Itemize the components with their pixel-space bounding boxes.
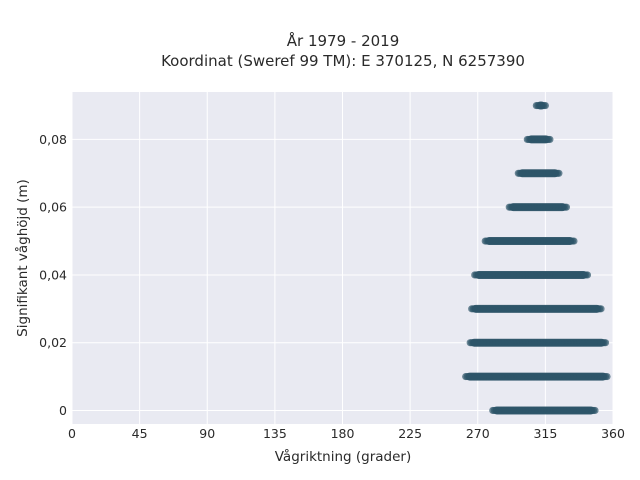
y-tick-label: 0,08 [39,132,67,147]
y-tick-label: 0,04 [39,267,67,282]
y-tick-label: 0 [59,403,67,418]
x-tick-labels: 0 45 90 135 180 225 270 315 360 [68,426,625,441]
x-tick-label: 360 [601,426,625,441]
data-points [462,101,611,415]
y-tick-label: 0,02 [39,335,67,350]
data-point [591,406,599,415]
data-point [597,305,605,313]
x-axis-label: Vågriktning (grader) [275,448,412,465]
y-axis-label: Signifikant våghöjd (m) [14,179,31,337]
x-tick-label: 315 [533,426,557,441]
x-tick-label: 180 [331,426,355,441]
data-point [541,101,549,110]
x-tick-label: 135 [263,426,287,441]
data-point [570,237,578,245]
x-tick-label: 90 [199,426,215,441]
x-tick-label: 270 [466,426,490,441]
chart-title-line2: Koordinat (Sweref 99 TM): E 370125, N 62… [161,52,525,70]
data-point [546,135,554,144]
y-tick-label: 0,06 [39,200,67,215]
data-point [603,372,611,381]
data-point [583,271,592,279]
data-point [562,203,571,211]
x-tick-label: 45 [132,426,148,441]
data-point [601,339,610,347]
data-point [555,169,563,177]
y-tick-labels: 0 0,02 0,04 0,06 0,08 [39,132,67,418]
x-tick-label: 0 [68,426,76,441]
chart-title-line1: År 1979 - 2019 [287,31,400,50]
x-tick-label: 225 [398,426,422,441]
